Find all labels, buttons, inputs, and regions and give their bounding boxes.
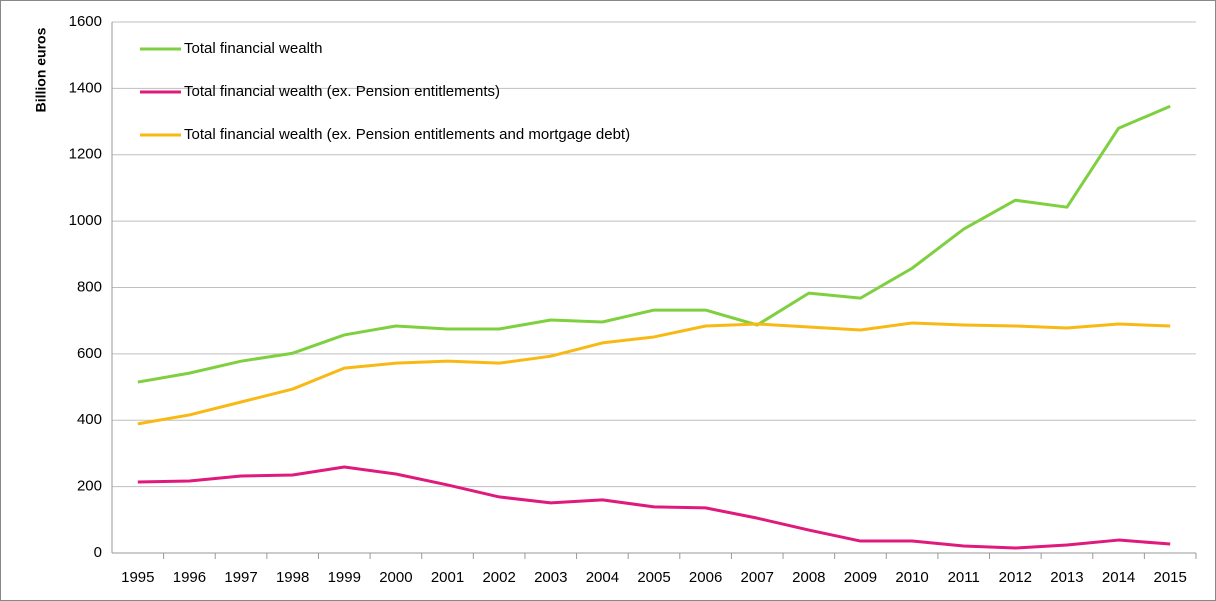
x-tick-label: 2010: [895, 569, 928, 586]
x-tick-label: 2006: [689, 569, 722, 586]
x-tick-label: 1998: [276, 569, 309, 586]
y-tick-label: 1400: [69, 79, 102, 96]
y-tick-label: 200: [77, 478, 102, 495]
legend-label: Total financial wealth: [184, 40, 322, 57]
series-line: [137, 465, 1171, 550]
series-line: [137, 104, 1171, 384]
y-tick-label: 400: [77, 411, 102, 428]
x-tick-label: 2015: [1154, 569, 1187, 586]
x-tick-label: 2002: [482, 569, 515, 586]
x-tick-label: 2007: [741, 569, 774, 586]
y-axis-label: Billion euros: [33, 27, 49, 112]
x-tick-label: 2005: [637, 569, 670, 586]
x-tick-label: 2013: [1050, 569, 1083, 586]
y-tick-label: 1000: [69, 212, 102, 229]
x-tick-label: 1997: [224, 569, 257, 586]
x-tick-label: 2011: [948, 569, 980, 586]
legend-label: Total financial wealth (ex. Pension enti…: [184, 83, 500, 100]
y-tick-label: 1600: [69, 13, 102, 30]
x-tick-label: 2012: [999, 569, 1032, 586]
x-tick-label: 2004: [586, 569, 619, 586]
x-tick-label: 2008: [792, 569, 825, 586]
x-tick-label: 1995: [121, 569, 154, 586]
x-tick-label: 2001: [431, 569, 464, 586]
series-line: [137, 321, 1171, 426]
y-tick-label: 1200: [69, 146, 102, 163]
x-tick-label: 1999: [328, 569, 361, 586]
x-tick-label: 2014: [1102, 569, 1135, 586]
y-tick-label: 800: [77, 278, 102, 295]
x-tick-label: 1996: [173, 569, 206, 586]
legend-label: Total financial wealth (ex. Pension enti…: [184, 126, 630, 143]
y-tick-label: 600: [77, 345, 102, 362]
x-tick-label: 2003: [534, 569, 567, 586]
y-tick-label: 0: [94, 544, 102, 561]
x-tick-label: 2000: [379, 569, 412, 586]
x-tick-label: 2009: [844, 569, 877, 586]
